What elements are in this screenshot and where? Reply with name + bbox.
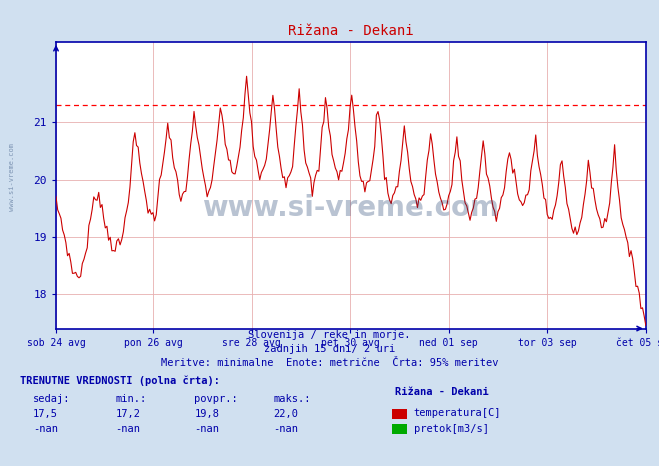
Text: 22,0: 22,0 — [273, 409, 299, 419]
Text: 19,8: 19,8 — [194, 409, 219, 419]
Text: 17,2: 17,2 — [115, 409, 140, 419]
Text: -nan: -nan — [194, 425, 219, 434]
Text: temperatura[C]: temperatura[C] — [414, 408, 501, 418]
Text: -nan: -nan — [33, 425, 58, 434]
Text: min.:: min.: — [115, 394, 146, 404]
Text: sedaj:: sedaj: — [33, 394, 71, 404]
Text: www.si-vreme.com: www.si-vreme.com — [202, 194, 500, 222]
Text: Slovenija / reke in morje.: Slovenija / reke in morje. — [248, 330, 411, 340]
Text: -nan: -nan — [273, 425, 299, 434]
Text: pretok[m3/s]: pretok[m3/s] — [414, 424, 489, 433]
Text: zadnjih 15 dni/ 2 uri: zadnjih 15 dni/ 2 uri — [264, 344, 395, 354]
Text: maks.:: maks.: — [273, 394, 311, 404]
Text: -nan: -nan — [115, 425, 140, 434]
Text: povpr.:: povpr.: — [194, 394, 238, 404]
Text: 17,5: 17,5 — [33, 409, 58, 419]
Text: www.si-vreme.com: www.si-vreme.com — [9, 143, 14, 211]
Title: Rižana - Dekani: Rižana - Dekani — [288, 24, 414, 38]
Text: Rižana - Dekani: Rižana - Dekani — [395, 387, 489, 397]
Text: Meritve: minimalne  Enote: metrične  Črta: 95% meritev: Meritve: minimalne Enote: metrične Črta:… — [161, 358, 498, 368]
Text: TRENUTNE VREDNOSTI (polna črta):: TRENUTNE VREDNOSTI (polna črta): — [20, 376, 219, 386]
